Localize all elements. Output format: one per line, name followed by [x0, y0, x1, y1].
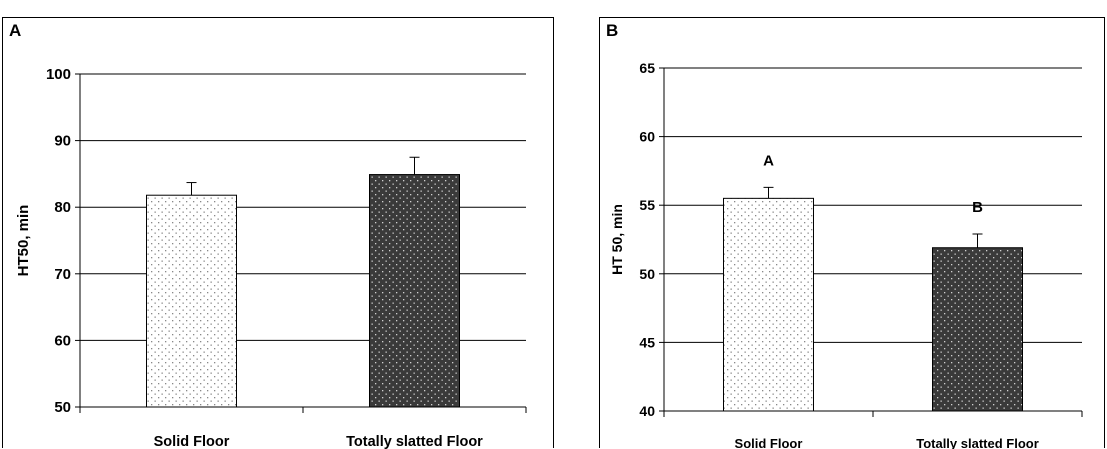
- y-tick-label: 65: [639, 60, 655, 76]
- x-tick-label: Totally slatted Floor: [346, 434, 483, 449]
- y-tick-label: 70: [54, 266, 71, 283]
- y-tick-label: 60: [54, 332, 71, 349]
- x-tick-label: Solid Floor: [735, 436, 803, 449]
- chart-panel-a: A 50 60 70 80 90 100 HT50, min Solid Floor Total…: [2, 17, 554, 449]
- bar: [723, 197, 814, 412]
- y-tick-label: 50: [54, 399, 71, 416]
- x-tick-label: Totally slatted Floor: [916, 436, 1039, 449]
- y-tick-label: 55: [639, 197, 655, 213]
- y-axis-label: HT 50, min: [609, 204, 625, 275]
- bar: [932, 247, 1023, 412]
- significance-label: B: [972, 199, 983, 216]
- y-tick-label: 80: [54, 199, 71, 216]
- significance-label: A: [763, 152, 774, 169]
- panel-letter-a: A: [9, 21, 22, 40]
- y-tick-label: 45: [639, 334, 655, 350]
- y-tick-label: 40: [639, 403, 655, 419]
- chart-a-svg: 50 60 70 80 90 100 HT50, min Solid Floor Totally…: [15, 66, 527, 449]
- y-tick-label: 60: [639, 129, 655, 145]
- bar: [146, 194, 237, 408]
- chart-b-svg: 40 45 50 55 60 65 HT 50, min Solid Floor A Totall…: [609, 60, 1083, 449]
- chart-panel-b: B 40 45 50 55 60 65 HT 50, min Solid Floor A Tota…: [599, 17, 1105, 449]
- bar: [369, 174, 460, 408]
- y-tick-label: 100: [46, 66, 71, 83]
- y-tick-label: 90: [54, 133, 71, 150]
- x-tick-label: Solid Floor: [154, 434, 230, 449]
- y-tick-label: 50: [639, 266, 655, 282]
- y-axis-label: HT50, min: [15, 205, 32, 277]
- panel-letter-b: B: [606, 21, 619, 40]
